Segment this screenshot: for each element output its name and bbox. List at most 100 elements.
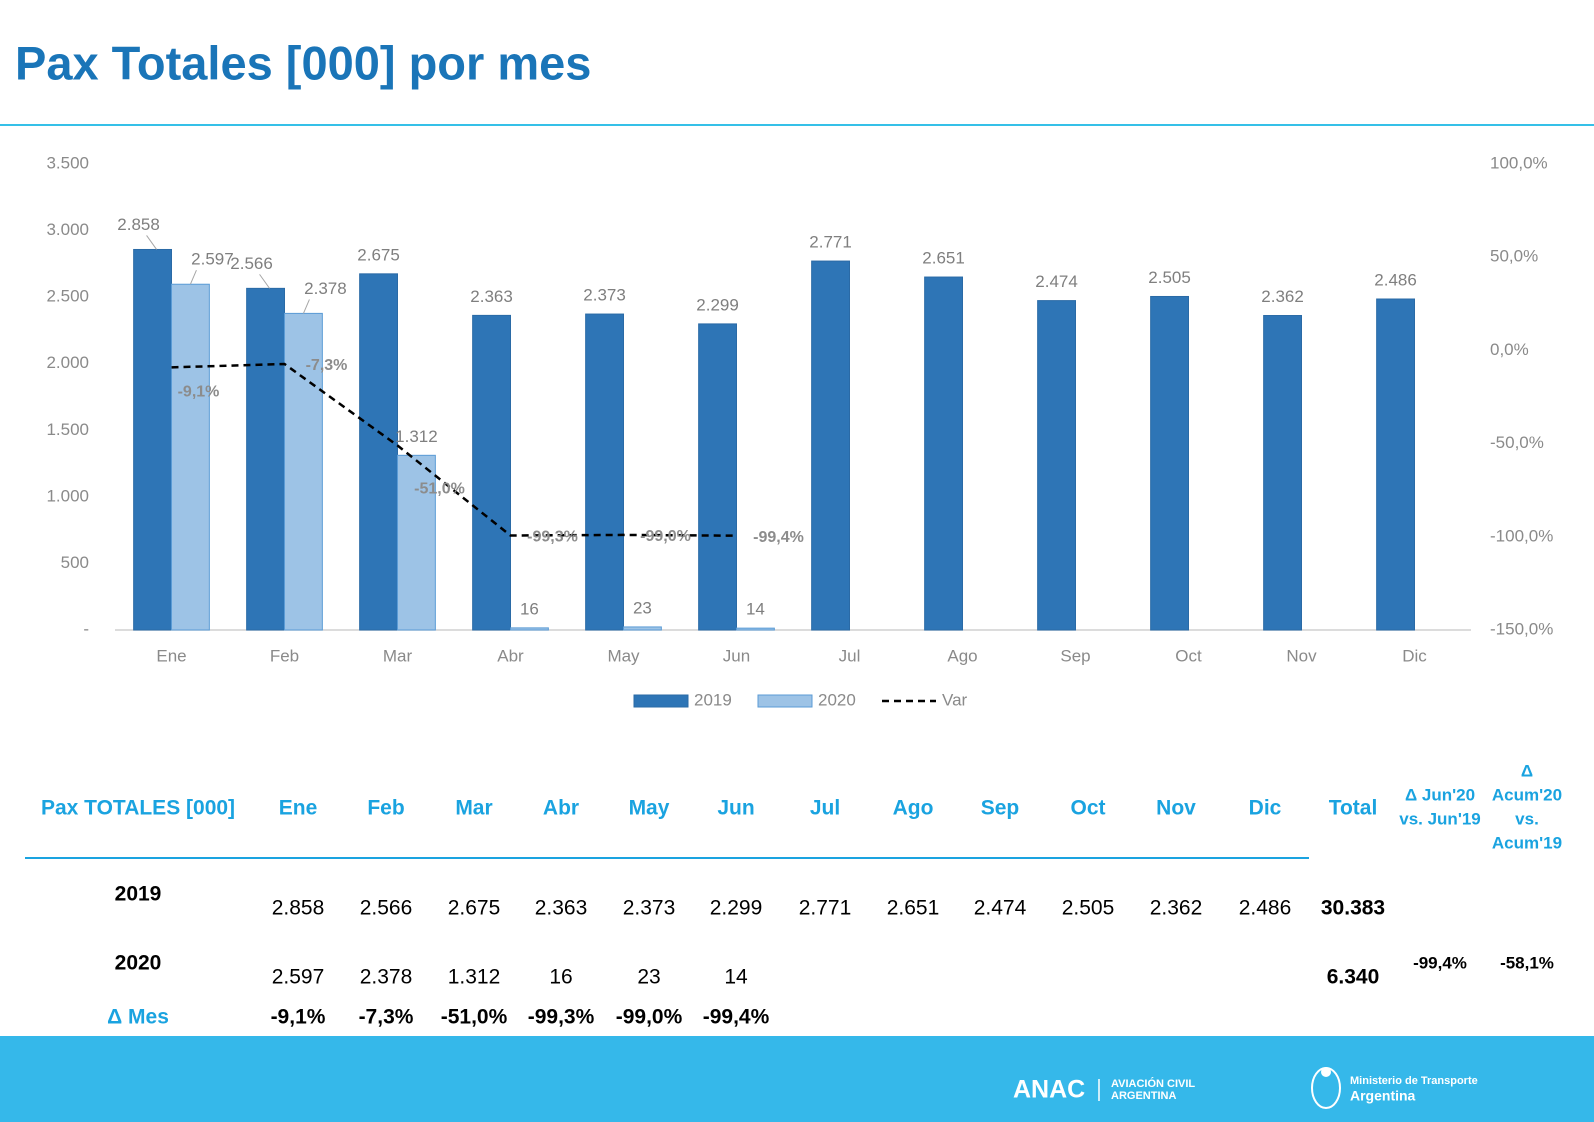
cell: 16 <box>549 966 572 989</box>
legend-label: Var <box>942 690 968 709</box>
cell: -9,1% <box>271 1006 326 1029</box>
legend-swatch <box>757 694 813 708</box>
table-header: Sep <box>981 797 1020 820</box>
cell: -51,0% <box>441 1006 508 1029</box>
value-label: 2.486 <box>1374 270 1417 289</box>
line-label: -9,1% <box>178 384 220 401</box>
bar <box>1037 300 1077 631</box>
legend-label: 2020 <box>818 690 856 709</box>
emblem <box>1311 1067 1341 1109</box>
x-tick-label: Dic <box>1402 646 1427 665</box>
table-header: vs. Jun'19 <box>1399 809 1481 828</box>
value-label: 2.858 <box>117 215 160 234</box>
x-tick-label: Ene <box>156 646 186 665</box>
cell: 1.312 <box>448 966 501 989</box>
bar <box>472 314 511 631</box>
x-tick-label: Sep <box>1060 646 1090 665</box>
cell: 2.373 <box>623 897 676 920</box>
line-series <box>171 362 737 537</box>
table-header: Ago <box>893 797 934 820</box>
bar <box>246 287 286 631</box>
total-cell: 6.340 <box>1327 966 1380 989</box>
delta-cell: -99,4% <box>1413 953 1467 972</box>
table-header: May <box>629 797 670 820</box>
bar <box>1263 315 1303 631</box>
line-label: -51,0% <box>414 481 465 498</box>
x-tick-label: May <box>607 646 640 665</box>
value-label: 2.362 <box>1261 287 1304 306</box>
bar <box>811 260 851 631</box>
x-tick-label: Mar <box>383 646 413 665</box>
table-header: Δ Jun'20 <box>1405 785 1475 804</box>
cell: 2.651 <box>887 897 940 920</box>
table-header: Feb <box>367 797 404 820</box>
label-leader <box>146 235 157 250</box>
x-tick-label: Feb <box>270 646 299 665</box>
cell: 2.486 <box>1239 897 1292 920</box>
y2-tick-label: -50,0% <box>1490 433 1544 452</box>
anac-logo: ANAC <box>1013 1076 1085 1104</box>
y-tick-label: 3.500 <box>46 153 89 172</box>
bar <box>1150 295 1190 631</box>
y-tick-label: 1.000 <box>46 486 89 505</box>
row-label: 2019 <box>115 883 162 906</box>
bar <box>510 627 549 631</box>
y-tick-label: 1.500 <box>46 420 89 439</box>
table-header: Jul <box>810 797 840 820</box>
x-tick-label: Nov <box>1286 646 1317 665</box>
bar <box>736 627 775 631</box>
value-label: 2.373 <box>583 286 626 305</box>
cell: 2.378 <box>360 966 413 989</box>
x-tick-label: Ago <box>947 646 977 665</box>
table-header: Ene <box>279 797 318 820</box>
row-label: Δ Mes <box>107 1006 169 1029</box>
bar <box>924 276 964 631</box>
total-cell: 30.383 <box>1321 897 1385 920</box>
x-tick-label: Jun <box>723 646 750 665</box>
value-label: 2.474 <box>1035 272 1078 291</box>
table-header: vs. <box>1515 809 1539 828</box>
ministry-country: Argentina <box>1350 1088 1416 1104</box>
anac-sub: AVIACIÓN CIVIL <box>1111 1077 1195 1090</box>
cell: 2.597 <box>272 966 325 989</box>
cell: 2.858 <box>272 897 325 920</box>
y2-tick-label: 0,0% <box>1490 340 1529 359</box>
bar <box>397 454 436 631</box>
bar <box>1376 298 1416 631</box>
y2-tick-label: 100,0% <box>1490 153 1548 172</box>
cell: -99,3% <box>528 1006 595 1029</box>
y-tick-label: 2.000 <box>46 353 89 372</box>
y2-tick-label: 50,0% <box>1490 247 1538 266</box>
y-tick-label: - <box>83 619 89 638</box>
label-leader <box>302 299 310 314</box>
cell: 14 <box>724 966 748 989</box>
delta-cell: -58,1% <box>1500 953 1554 972</box>
cell: 2.299 <box>710 897 763 920</box>
value-label: 14 <box>746 600 765 619</box>
value-label: 2.675 <box>357 245 400 264</box>
value-label: 2.363 <box>470 287 513 306</box>
bar <box>698 323 738 631</box>
y-tick-label: 500 <box>61 553 89 572</box>
bar <box>623 626 662 631</box>
cell: -99,4% <box>703 1006 770 1029</box>
table-header: Acum'20 <box>1492 785 1562 804</box>
line-label: -99,3% <box>527 529 578 546</box>
line-label: -99,4% <box>753 529 804 546</box>
table-header: Pax TOTALES [000] <box>41 797 235 820</box>
cell: -7,3% <box>359 1006 414 1029</box>
cell: 23 <box>637 966 660 989</box>
table-header: Δ <box>1521 761 1533 780</box>
line-label: -7,3% <box>306 357 348 374</box>
y2-tick-label: -100,0% <box>1490 526 1553 545</box>
x-tick-label: Jul <box>839 646 861 665</box>
value-label: 2.597 <box>191 250 234 269</box>
cell: -99,0% <box>616 1006 683 1029</box>
table-header: Acum'19 <box>1492 833 1562 852</box>
value-label: 16 <box>520 599 539 618</box>
anac-sub: ARGENTINA <box>1111 1090 1176 1102</box>
cell: 2.505 <box>1062 897 1115 920</box>
x-tick-label: Abr <box>497 646 524 665</box>
cell: 2.362 <box>1150 897 1203 920</box>
